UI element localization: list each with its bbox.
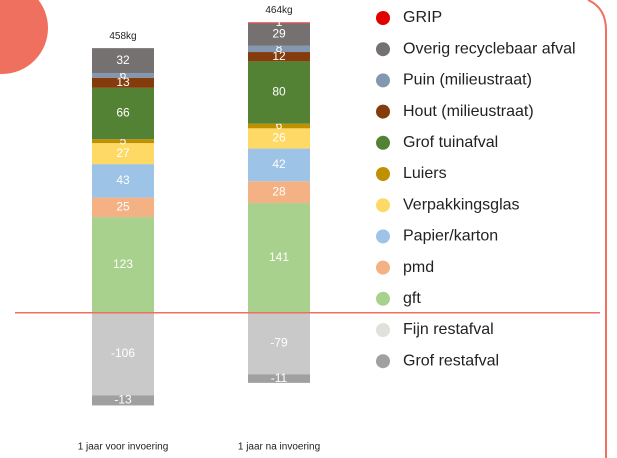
legend-swatch xyxy=(376,167,390,181)
bar-segment xyxy=(92,87,154,140)
decor-circle xyxy=(0,0,48,74)
legend-swatch xyxy=(376,42,390,57)
bar-segment xyxy=(92,139,154,144)
bar-segment xyxy=(248,45,310,53)
legend-label: Puin (milieustraat) xyxy=(403,72,532,89)
value-label: -13 xyxy=(114,393,132,407)
value-label: 5 xyxy=(120,133,127,147)
legend-swatch xyxy=(376,291,390,306)
legend-swatch xyxy=(376,11,390,25)
value-label: 43 xyxy=(116,173,130,187)
x-tick-label: 1 jaar voor invoering xyxy=(78,442,169,453)
value-label: 42 xyxy=(272,157,286,171)
value-label: -106 xyxy=(111,346,135,360)
bar-segment xyxy=(92,77,154,88)
bar-segment xyxy=(248,148,310,182)
value-label: 32 xyxy=(116,53,130,67)
value-label: 25 xyxy=(116,199,130,213)
total-label: 458kg xyxy=(109,31,136,42)
decor-border xyxy=(587,0,607,458)
legend-swatch xyxy=(376,260,390,275)
value-label: 6 xyxy=(276,118,283,132)
legend-label: gft xyxy=(403,290,421,307)
x-tick-label: 1 jaar na invoering xyxy=(238,442,320,453)
value-label: 6 xyxy=(120,68,127,82)
bar-segment xyxy=(248,128,310,149)
legend-label: Hout (milieustraat) xyxy=(403,103,534,120)
bar-segment xyxy=(248,52,310,62)
legend-swatch xyxy=(376,323,390,337)
value-label: 66 xyxy=(116,106,130,120)
bar-segment xyxy=(92,73,154,78)
legend-label: Verpakkingsglas xyxy=(403,196,520,213)
value-label: 13 xyxy=(116,75,130,89)
value-label: -11 xyxy=(271,371,288,385)
value-label: 27 xyxy=(116,146,130,160)
legend-swatch xyxy=(376,135,390,150)
bar-segment xyxy=(92,217,154,313)
value-label: 28 xyxy=(272,184,286,198)
bar-segment xyxy=(92,48,154,74)
legend-label: Luiers xyxy=(403,165,447,182)
value-label: 123 xyxy=(113,257,133,271)
legend-swatch xyxy=(376,198,390,213)
bar-segment xyxy=(248,123,310,129)
value-label: 29 xyxy=(272,27,286,41)
bar-segment xyxy=(92,312,154,396)
value-label: 12 xyxy=(272,49,286,63)
legend-swatch xyxy=(376,229,390,244)
value-label: 80 xyxy=(272,85,286,99)
bar-segment xyxy=(248,203,310,313)
bar-segment xyxy=(248,312,310,375)
bar-segment xyxy=(248,22,310,24)
legend-label: Overig recyclebaar afval xyxy=(403,40,576,57)
total-label: 464kg xyxy=(265,5,292,16)
value-label: 26 xyxy=(272,131,286,145)
legend-swatch xyxy=(376,354,390,369)
legend-label: Fijn restafval xyxy=(403,321,494,338)
bar-segment xyxy=(92,164,154,198)
legend-label: pmd xyxy=(403,259,434,276)
legend-label: Papier/karton xyxy=(403,228,498,245)
bar-segment xyxy=(248,61,310,124)
legend-label: Grof tuinafval xyxy=(403,134,498,151)
legend-label: GRIP xyxy=(403,9,442,26)
value-label: -79 xyxy=(270,336,288,350)
bar-segment xyxy=(248,374,310,383)
value-label: 8 xyxy=(276,41,283,55)
bar-segment xyxy=(248,181,310,204)
legend-swatch xyxy=(376,104,390,119)
bar-segment xyxy=(92,143,154,165)
bar-segment xyxy=(92,197,154,218)
bar-segment xyxy=(248,23,310,46)
legend-label: Grof restafval xyxy=(403,352,499,369)
value-label: 141 xyxy=(269,250,289,264)
legend-swatch xyxy=(376,73,390,88)
bar-segment xyxy=(92,395,154,406)
value-label: 1 xyxy=(276,15,283,29)
